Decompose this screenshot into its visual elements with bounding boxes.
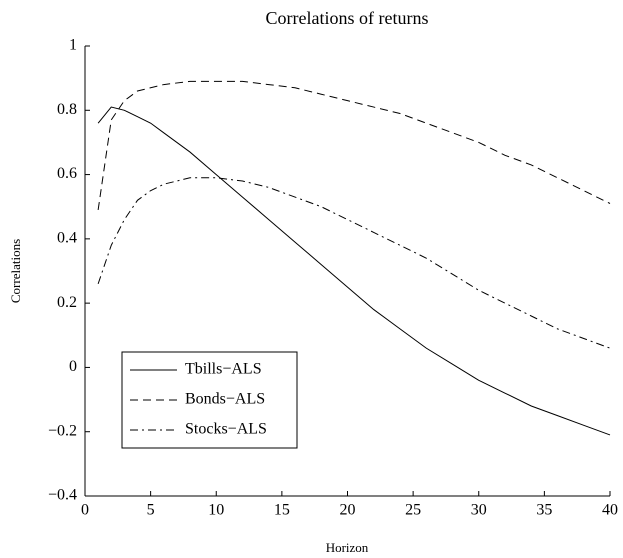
legend-label: Tbills−ALS bbox=[185, 361, 262, 378]
x-tick-label: 0 bbox=[81, 502, 89, 519]
y-tick-label: 1 bbox=[69, 37, 77, 54]
x-tick-label: 35 bbox=[536, 502, 552, 519]
chart-title: Correlations of returns bbox=[266, 8, 429, 28]
series-line bbox=[97, 106, 611, 436]
y-tick-label: 0.2 bbox=[57, 294, 77, 311]
legend-label: Stocks−ALS bbox=[185, 421, 267, 438]
x-tick-label: 20 bbox=[340, 502, 356, 519]
y-tick-label: 0.4 bbox=[57, 230, 77, 247]
y-tick-label: 0.8 bbox=[57, 101, 77, 118]
x-tick-label: 5 bbox=[147, 502, 155, 519]
x-tick-label: 25 bbox=[405, 502, 421, 519]
x-tick-label: 40 bbox=[602, 502, 618, 519]
legend-box bbox=[121, 351, 298, 449]
series-line bbox=[97, 80, 611, 211]
y-tick-label: 0 bbox=[69, 358, 77, 375]
x-tick-label: 10 bbox=[208, 502, 224, 519]
x-tick-label: 30 bbox=[471, 502, 487, 519]
x-axis-label: Horizon bbox=[326, 540, 369, 555]
legend-label: Bonds−ALS bbox=[185, 391, 265, 408]
y-axis-label: Correlations bbox=[8, 239, 23, 303]
y-tick-label: 0.6 bbox=[57, 165, 77, 182]
y-tick-label: −0.2 bbox=[48, 422, 77, 439]
series-line bbox=[97, 177, 611, 349]
y-tick-label: −0.4 bbox=[48, 487, 77, 504]
x-tick-label: 15 bbox=[274, 502, 290, 519]
